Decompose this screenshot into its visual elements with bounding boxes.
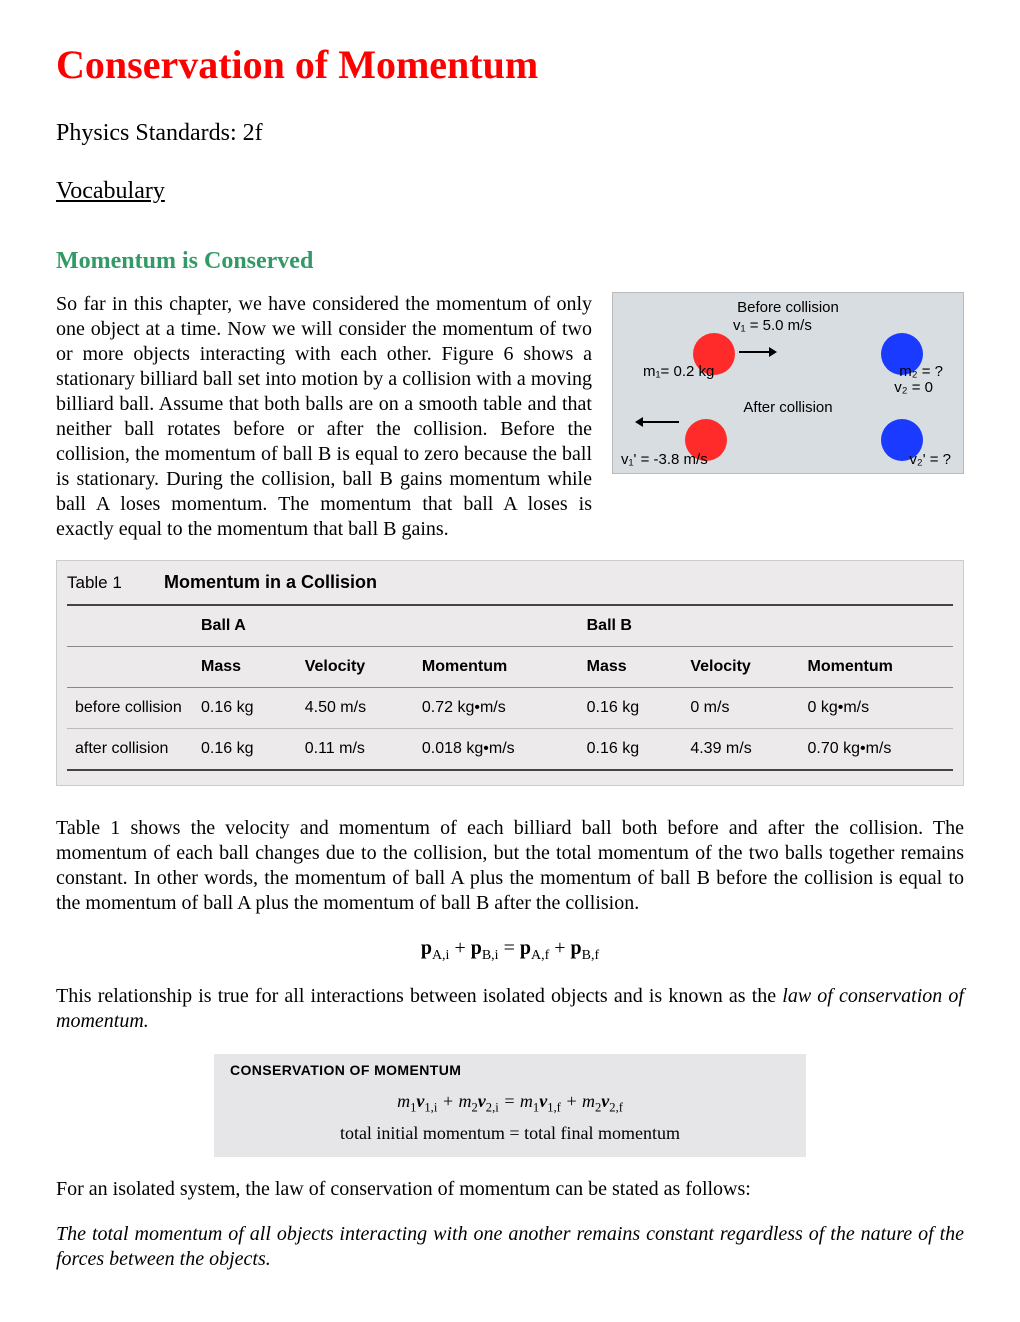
fig-v1-label: v₁ = 5.0 m/s (733, 317, 812, 336)
col-mom-a: Momentum (414, 646, 579, 687)
row-after-label: after collision (67, 728, 193, 770)
arrow-left-icon (643, 421, 679, 423)
paragraph-5: The total momentum of all objects intera… (56, 1222, 964, 1272)
cell: 0 kg•m/s (799, 687, 953, 728)
col-group-b: Ball B (579, 605, 953, 647)
cell: 0.70 kg•m/s (799, 728, 953, 770)
paragraph-2: Table 1 shows the velocity and momentum … (56, 816, 964, 916)
cell: 0.11 m/s (297, 728, 414, 770)
cell: 0.16 kg (579, 728, 683, 770)
cell: 0.16 kg (579, 687, 683, 728)
law-box: CONSERVATION OF MOMENTUM m1v1,i + m2v2,i… (214, 1054, 806, 1156)
cell: 0.16 kg (193, 728, 297, 770)
fig-v1p-label: v₁' = -3.8 m/s (621, 451, 708, 470)
cell: 0.018 kg•m/s (414, 728, 579, 770)
col-vel-a: Velocity (297, 646, 414, 687)
table-1: Table 1 Momentum in a Collision Ball A B… (56, 560, 964, 786)
col-mass-a: Mass (193, 646, 297, 687)
page-title: Conservation of Momentum (56, 40, 964, 90)
fig-v2-label: v₂ = 0 (894, 379, 933, 398)
cell: 0.72 kg•m/s (414, 687, 579, 728)
collision-figure: Before collision v₁ = 5.0 m/s m₁= 0.2 kg… (612, 292, 964, 474)
law-box-equation: m1v1,i + m2v2,i = m1v1,f + m2v2,f (230, 1090, 790, 1116)
col-group-a: Ball A (193, 605, 579, 647)
law-box-header: CONSERVATION OF MOMENTUM (230, 1062, 790, 1080)
row-before-label: before collision (67, 687, 193, 728)
equation-1: pA,i + pB,i = pA,f + pB,f (56, 936, 964, 965)
col-mom-b: Momentum (799, 646, 953, 687)
table-label: Table 1 (67, 573, 122, 592)
fig-m1-label: m₁= 0.2 kg (643, 363, 714, 382)
fig-after-label: After collision (613, 399, 963, 418)
col-mass-b: Mass (579, 646, 683, 687)
cell: 0 m/s (682, 687, 799, 728)
col-vel-b: Velocity (682, 646, 799, 687)
law-box-words: total initial momentum = total final mom… (230, 1122, 790, 1145)
fig-v2p-label: v₂' = ? (909, 451, 951, 470)
paragraph-1: So far in this chapter, we have consider… (56, 292, 592, 542)
paragraph-3: This relationship is true for all intera… (56, 984, 964, 1034)
cell: 4.39 m/s (682, 728, 799, 770)
standards-text: Physics Standards: 2f (56, 118, 964, 148)
paragraph-4: For an isolated system, the law of conse… (56, 1177, 964, 1202)
cell: 0.16 kg (193, 687, 297, 728)
arrow-right-icon (739, 351, 769, 353)
table-title: Momentum in a Collision (164, 572, 377, 592)
fig-before-label: Before collision (613, 299, 963, 318)
section-heading: Momentum is Conserved (56, 246, 964, 276)
cell: 4.50 m/s (297, 687, 414, 728)
vocabulary-heading: Vocabulary (56, 176, 964, 206)
